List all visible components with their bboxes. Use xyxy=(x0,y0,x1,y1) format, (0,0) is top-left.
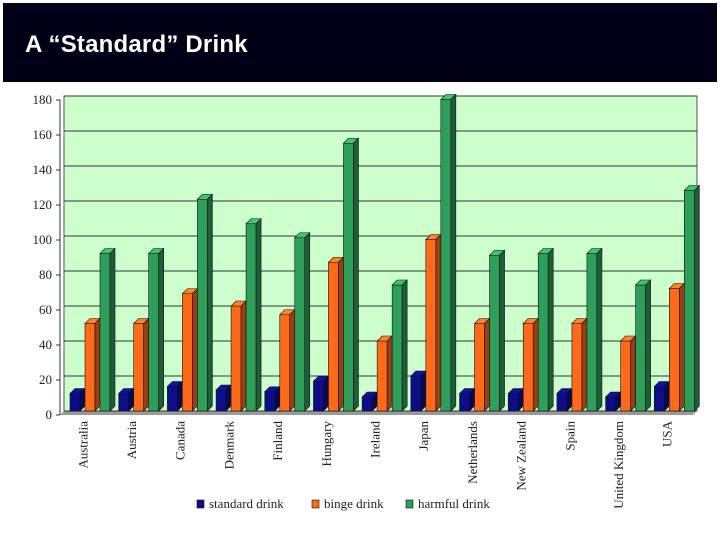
bar-binge-drink-japan xyxy=(425,233,442,412)
x-tick-label: Japan xyxy=(416,421,431,451)
bar-standard-drink-austria xyxy=(117,387,135,412)
bar-harmful-drink-ireland xyxy=(391,279,408,412)
x-tick-label: New Zealand xyxy=(514,421,529,491)
bar-harmful-drink-austria xyxy=(147,247,165,412)
legend-swatch xyxy=(196,499,205,509)
bar-binge-drink-new-zealand xyxy=(522,317,539,412)
bar-binge-drink-austria xyxy=(132,317,150,412)
bar-binge-drink-canada xyxy=(181,288,199,412)
bar-standard-drink-canada xyxy=(166,380,184,412)
y-tick-label: 40 xyxy=(39,337,52,352)
bar-standard-drink-denmark xyxy=(215,384,232,412)
bar-chart: 0 20 40 60 80 100 120 140 160 180 Australia Austria… xyxy=(33,92,701,511)
x-tick-label: United Kingdom xyxy=(611,421,626,509)
bar-binge-drink-denmark xyxy=(230,300,247,412)
bar-harmful-drink-canada xyxy=(196,193,214,412)
bar-binge-drink-ireland xyxy=(376,335,393,412)
bar-binge-drink-usa xyxy=(668,282,686,412)
title-bar: A “Standard” Drink xyxy=(3,3,717,82)
bar-binge-drink-spain xyxy=(571,317,588,412)
bar-harmful-drink-japan xyxy=(440,93,457,412)
x-tick-label: Ireland xyxy=(367,421,382,458)
x-tick-label: Hungary xyxy=(319,421,334,467)
bar-binge-drink-hungary xyxy=(327,256,345,412)
bar-binge-drink-netherlands xyxy=(473,317,491,412)
bar-harmful-drink-finland xyxy=(294,232,311,412)
legend-item-binge-drink: binge drink xyxy=(311,496,384,511)
x-tick-label: Netherlands xyxy=(465,421,480,484)
bar-harmful-drink-spain xyxy=(586,247,603,412)
bar-harmful-drink-denmark xyxy=(245,218,262,412)
y-tick-label: 80 xyxy=(39,267,52,282)
y-tick-label: 120 xyxy=(33,197,53,212)
legend-label: standard drink xyxy=(209,496,284,511)
bar-harmful-drink-netherlands xyxy=(488,249,506,412)
x-tick-label: Finland xyxy=(270,421,285,461)
x-tick-label: Denmark xyxy=(221,421,236,470)
chart-floor xyxy=(60,411,697,415)
bar-standard-drink-spain xyxy=(556,387,573,412)
x-tick-label: Canada xyxy=(173,421,188,460)
x-tick-label: USA xyxy=(660,420,675,447)
bar-standard-drink-usa xyxy=(653,380,671,412)
bar-binge-drink-finland xyxy=(279,309,296,412)
legend-item-harmful-drink: harmful drink xyxy=(405,496,490,511)
bar-harmful-drink-new-zealand xyxy=(537,247,554,412)
slide-title: A “Standard” Drink xyxy=(25,31,248,58)
y-tick-label: 60 xyxy=(39,302,52,317)
chart-frame: 0 20 40 60 80 100 120 140 160 180 Australia Austria… xyxy=(0,88,720,540)
x-tick-label: Australia xyxy=(75,421,90,469)
legend-label: harmful drink xyxy=(418,496,490,511)
bar-binge-drink-australia xyxy=(84,317,101,412)
bar-standard-drink-finland xyxy=(264,386,281,412)
y-tick-label: 20 xyxy=(39,372,52,387)
y-tick-label: 140 xyxy=(33,162,53,177)
bar-harmful-drink-united-kingdom xyxy=(634,279,652,412)
bar-standard-drink-japan xyxy=(410,370,427,412)
legend-swatch xyxy=(405,499,414,509)
y-tick-label: 180 xyxy=(33,92,53,107)
bar-binge-drink-united-kingdom xyxy=(619,335,637,412)
y-tick-label: 0 xyxy=(46,407,53,422)
y-tick-label: 100 xyxy=(33,232,53,247)
x-tick-label: Austria xyxy=(124,421,139,460)
bar-standard-drink-australia xyxy=(69,387,86,412)
bar-standard-drink-hungary xyxy=(312,375,330,412)
legend-swatch xyxy=(311,499,320,509)
x-tick-label: Spain xyxy=(562,421,577,451)
bar-harmful-drink-usa xyxy=(683,184,701,412)
bar-standard-drink-united-kingdom xyxy=(604,391,622,412)
bar-standard-drink-new-zealand xyxy=(507,387,524,412)
bar-harmful-drink-australia xyxy=(99,247,116,412)
bar-harmful-drink-hungary xyxy=(342,137,360,412)
legend-label: binge drink xyxy=(324,496,384,511)
y-tick-label: 160 xyxy=(33,127,53,142)
bar-standard-drink-ireland xyxy=(361,391,378,412)
legend-item-standard-drink: standard drink xyxy=(196,496,284,511)
bar-standard-drink-netherlands xyxy=(458,387,476,412)
